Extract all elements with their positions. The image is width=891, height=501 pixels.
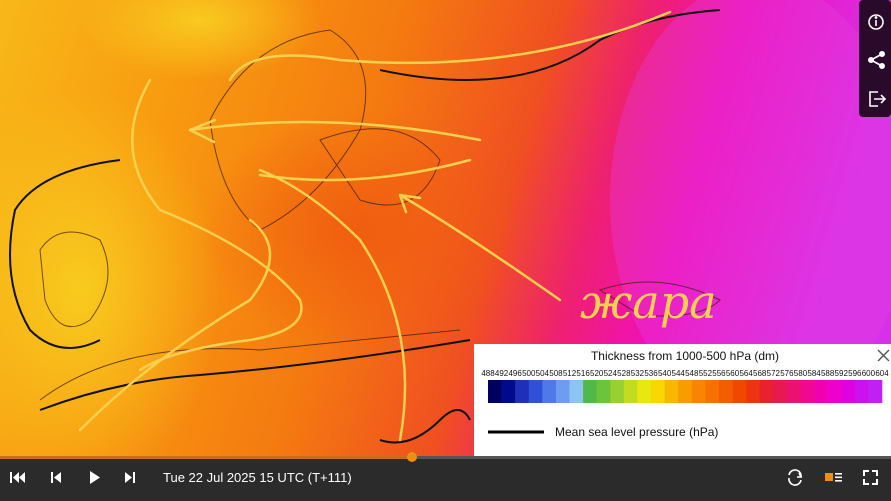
isobars <box>9 9 721 444</box>
play-button[interactable] <box>90 471 100 484</box>
scale-tick-label: 504 <box>536 369 550 378</box>
scale-swatch <box>827 380 842 403</box>
timestamp: Tue 22 Jul 2025 15 UTC (T+111) <box>163 470 352 485</box>
scale-swatch <box>542 380 557 403</box>
color-scale: 488 492 496 500 504 508 512 516 520 524 528 532 536 5… <box>481 369 889 403</box>
scale-swatch <box>596 380 611 403</box>
scale-swatch <box>854 380 869 403</box>
scale-swatch <box>515 380 530 403</box>
scale-swatch <box>678 380 693 403</box>
map-field <box>200 110 520 350</box>
info-button[interactable] <box>868 14 884 30</box>
legend-button[interactable] <box>825 473 842 482</box>
scale-tick-label: 524 <box>604 369 618 378</box>
scale-tick-label: 564 <box>739 369 753 378</box>
scale-tick-label: 488 <box>481 369 495 378</box>
scale-swatch <box>773 380 788 403</box>
scale-swatch <box>651 380 665 403</box>
share-button[interactable] <box>867 50 885 69</box>
scale-tick-label: 552 <box>699 369 713 378</box>
scale-swatch <box>488 380 502 403</box>
scale-tick-label: 508 <box>549 369 563 378</box>
scale-swatch <box>732 380 747 403</box>
scale-swatch <box>800 380 815 403</box>
scale-tick-label: 548 <box>685 369 699 378</box>
scale-tick-label: 568 <box>753 369 767 378</box>
scale-swatch <box>583 380 597 403</box>
hand-arrows <box>78 10 672 442</box>
scale-swatch <box>637 380 652 403</box>
scale-swatch <box>555 380 570 403</box>
scale-swatch <box>718 380 733 403</box>
timeline-bar <box>0 456 891 501</box>
scale-tick-label: 512 <box>563 369 577 378</box>
scale-swatch <box>610 380 625 403</box>
prev-button[interactable] <box>51 472 61 483</box>
exit-button[interactable] <box>869 91 887 107</box>
scale-swatch <box>746 380 761 403</box>
scale-tick-label: 584 <box>807 369 821 378</box>
first-button[interactable] <box>10 472 25 483</box>
fullscreen-button[interactable] <box>863 470 878 485</box>
scale-swatch <box>501 380 516 403</box>
scale-tick-label: 580 <box>794 369 808 378</box>
scale-tick-label: 604 <box>875 369 889 378</box>
scale-swatch <box>759 380 774 403</box>
scale-tick-label: 516 <box>576 369 590 378</box>
scale-swatch <box>664 380 679 403</box>
next-button[interactable] <box>125 472 135 483</box>
line-label: Mean sea level pressure (hPa) <box>555 425 718 439</box>
scale-tick-label: 544 <box>672 369 686 378</box>
refresh-button[interactable] <box>788 469 803 486</box>
scale-tick-label: 532 <box>631 369 645 378</box>
scale-tick-label: 492 <box>495 369 509 378</box>
scale-tick-label: 536 <box>644 369 658 378</box>
scale-tick-label: 572 <box>767 369 781 378</box>
scale-tick-label: 560 <box>726 369 740 378</box>
scale-swatch <box>786 380 801 403</box>
scale-tick-label: 500 <box>522 369 536 378</box>
scale-tick-label: 576 <box>780 369 794 378</box>
scale-swatch <box>528 380 543 403</box>
timeline-handle[interactable] <box>407 452 417 462</box>
scale-tick-label: 596 <box>848 369 862 378</box>
scale-tick-label: 600 <box>862 369 876 378</box>
scale-tick-label: 592 <box>835 369 849 378</box>
scale-tick-label: 540 <box>658 369 672 378</box>
scale-tick-label: 496 <box>508 369 522 378</box>
scale-swatch <box>814 380 828 403</box>
scale-tick-label: 520 <box>590 369 604 378</box>
legend-title: Thickness from 1000-500 hPa (dm) <box>591 349 779 363</box>
scale-tick-label: 588 <box>821 369 835 378</box>
scale-tick-label: 528 <box>617 369 631 378</box>
annotation: жара <box>580 275 717 329</box>
scale-swatch <box>705 380 720 403</box>
scale-swatch <box>623 380 638 403</box>
scale-swatch <box>868 380 883 403</box>
scale-swatch <box>569 380 584 403</box>
scale-swatch <box>691 380 706 403</box>
coastlines <box>39 29 721 401</box>
scale-tick-label: 556 <box>712 369 726 378</box>
close-legend-button[interactable] <box>877 349 890 362</box>
scale-swatch <box>841 380 856 403</box>
